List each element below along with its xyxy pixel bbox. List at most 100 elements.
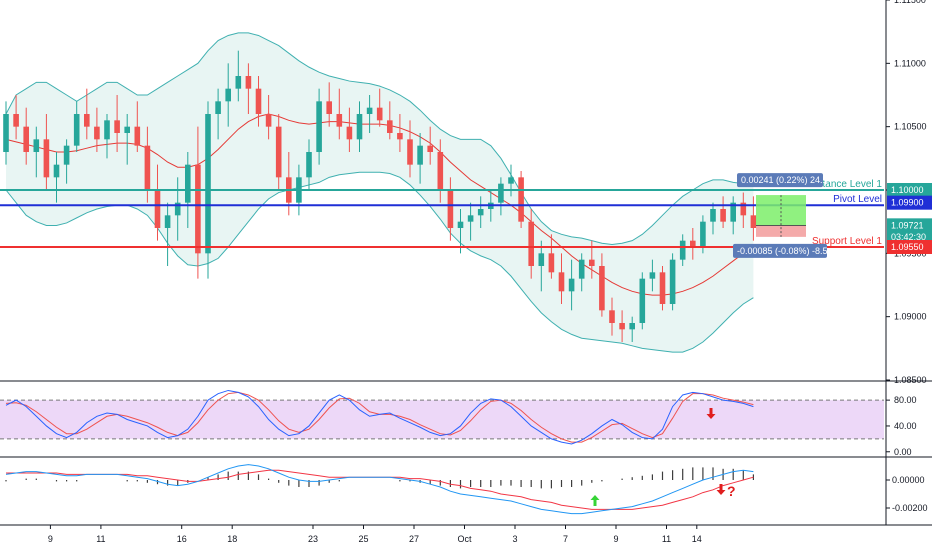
candle-body	[205, 114, 211, 254]
candle-body	[679, 240, 686, 260]
price-tick-label: 1.11000	[894, 58, 926, 68]
time-tick-label: 14	[692, 534, 702, 544]
resistance-level-label: Resistance Level 1	[798, 179, 883, 190]
candle-body	[508, 177, 514, 184]
resistance-tag-text: 1.10000	[891, 185, 924, 195]
candle-body	[13, 114, 19, 127]
candle-body	[740, 202, 747, 216]
macd-down-arrow-icon	[716, 484, 726, 495]
candle-body	[33, 139, 40, 152]
candle-body	[589, 259, 595, 266]
question-mark-annotation: ?	[727, 483, 736, 499]
candle-body	[306, 152, 312, 178]
time-tick-label: 11	[96, 534, 105, 544]
price-tick-label: 1.09000	[894, 312, 927, 322]
time-tick-label: 3	[512, 534, 517, 544]
candle-body	[336, 114, 343, 127]
candle-body	[437, 152, 444, 190]
candle-body	[467, 215, 474, 222]
candle-body	[498, 183, 504, 203]
candle-body	[73, 114, 80, 146]
candle-body	[730, 202, 736, 222]
candle-body	[114, 120, 120, 133]
candle-body	[3, 114, 9, 152]
candle-body	[225, 88, 231, 102]
candle-body	[427, 145, 433, 152]
bollinger-fill	[6, 32, 754, 353]
candle-body	[710, 209, 716, 222]
bollinger-upper-line	[5, 32, 754, 245]
macd-line	[5, 464, 754, 515]
candle-body	[568, 278, 575, 292]
candle-body	[195, 164, 201, 254]
stochastic-pane	[0, 389, 884, 445]
candle-body	[316, 101, 322, 152]
candle-body	[578, 259, 585, 279]
candle-body	[265, 114, 272, 127]
candle-body	[235, 76, 242, 89]
candle-body	[538, 253, 545, 266]
candle-body	[619, 323, 625, 330]
candle-body	[215, 101, 221, 114]
candle-body	[649, 272, 656, 279]
time-tick-label: 27	[409, 534, 419, 544]
candle-body	[629, 323, 635, 330]
candle-body	[477, 209, 484, 216]
candle-body	[134, 126, 141, 146]
candle-body	[609, 310, 615, 323]
measure-up-label: 0.00241 (0.22%) 24.1	[741, 175, 828, 185]
candle-body	[255, 88, 262, 114]
candle-body	[174, 202, 181, 216]
candle-body	[124, 126, 130, 133]
candle-body	[23, 126, 29, 152]
candle-body	[104, 120, 110, 140]
candle-body	[356, 114, 363, 140]
candle-body	[397, 133, 403, 140]
price-pane: Resistance Level 1 Pivot Level Support Lev…	[0, 32, 884, 353]
candle-body	[659, 272, 666, 304]
stochastic-k-line	[5, 389, 754, 445]
stochastic-tick-label: 40.00	[894, 421, 917, 431]
time-tick-label: 25	[358, 534, 368, 544]
candle-body	[558, 272, 565, 292]
time-tick-label: Oct	[457, 534, 472, 544]
candle-body	[164, 215, 171, 228]
time-tick-label: 16	[177, 534, 187, 544]
measure-down-label-box	[733, 243, 827, 258]
candle-body	[63, 145, 70, 165]
macd-up-arrow-icon	[590, 495, 600, 506]
candle-body	[43, 139, 50, 178]
candle-body	[275, 126, 282, 178]
candle-body	[700, 221, 706, 247]
candle-body	[185, 164, 191, 203]
stochastic-band	[0, 400, 884, 439]
macd-pane	[5, 464, 755, 515]
countdown-tag-text: 03:42:30	[891, 232, 926, 242]
support-tag	[887, 240, 932, 254]
support-level-label: Support Level 1	[812, 236, 882, 247]
candle-body	[518, 177, 524, 222]
overlay: 0.00241 (0.22%) 24.1 -0.00085 (-0.08%) -8…	[590, 173, 932, 506]
candle-body	[750, 215, 757, 228]
candle-body	[387, 120, 393, 133]
candle-body	[154, 190, 161, 228]
support-tag-text: 1.09550	[891, 242, 924, 252]
candle-body	[548, 253, 555, 273]
stochastic-down-arrow-icon	[706, 408, 716, 419]
price-tick-label: 1.08500	[894, 375, 927, 385]
candle-body	[245, 76, 252, 89]
current-price-tag-text: 1.09721	[891, 220, 924, 230]
candle-body	[528, 221, 534, 266]
candle-body	[84, 114, 90, 127]
candle-body	[690, 240, 696, 247]
macd-tick-label: -0.00200	[892, 503, 928, 513]
bollinger-lower-line	[5, 171, 754, 353]
candle-body	[94, 126, 100, 140]
stochastic-tick-label: 0.00	[894, 447, 912, 457]
candle-body	[457, 221, 464, 228]
candle-body	[326, 101, 332, 114]
candle-body	[144, 145, 151, 190]
